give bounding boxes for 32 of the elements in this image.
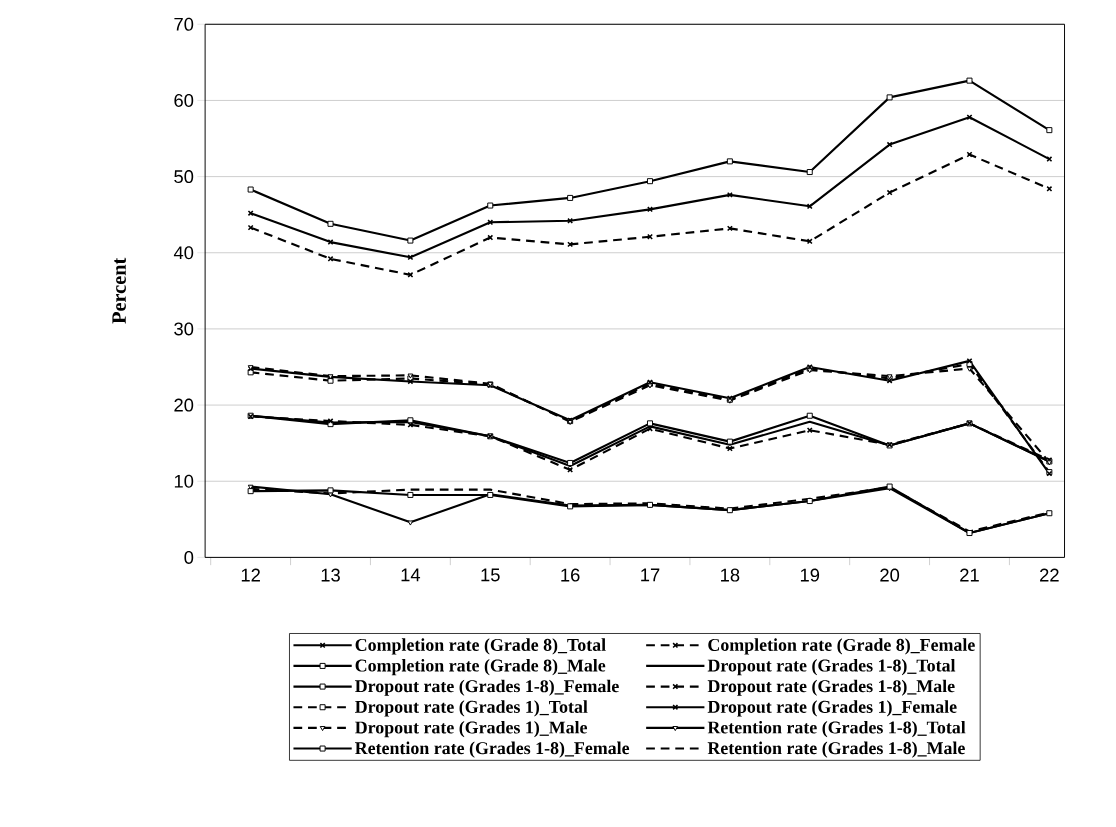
y-tick-label: 50 xyxy=(174,169,194,183)
x-tick-label: 14 xyxy=(401,568,421,582)
legend-label: Dropout rate (Grades 1)_Female xyxy=(707,700,957,717)
x-tick-label: 21 xyxy=(960,568,979,582)
y-tick-label: 40 xyxy=(173,246,194,260)
x-tick-label: 15 xyxy=(481,568,500,582)
x-tick-label: 22 xyxy=(1040,568,1059,582)
y-tick-label: 70 xyxy=(174,17,194,31)
legend-label: Completion rate (Grade 8)_Total xyxy=(355,638,606,655)
x-tick-label: 18 xyxy=(721,568,740,582)
x-tick-label: 19 xyxy=(800,568,820,582)
x-tick-label: 12 xyxy=(241,568,260,582)
x-tick-label: 16 xyxy=(561,568,580,582)
legend-label: Retention rate (Grades 1-8)_Female xyxy=(355,741,630,758)
legend-label: Completion rate (Grade 8)_Female xyxy=(708,638,975,655)
x-tick-label: 20 xyxy=(880,568,900,582)
legend-label: Dropout rate (Grades 1-8)_Female xyxy=(355,679,619,696)
y-axis-title: Percent xyxy=(112,257,126,324)
x-tick-label: 17 xyxy=(641,568,660,582)
legend-label: Retention rate (Grades 1-8)_Male xyxy=(707,741,965,758)
legend-label: Retention rate (Grades 1-8)_Total xyxy=(707,720,966,737)
y-tick-label: 20 xyxy=(174,398,194,412)
legend-label: Completion rate (Grade 8)_Male xyxy=(355,658,606,676)
x-tick-label: 13 xyxy=(321,568,340,582)
y-tick-label: 30 xyxy=(174,322,194,336)
legend-label: Dropout rate (Grades 1)_Total xyxy=(355,700,588,717)
y-tick-label: 0 xyxy=(184,550,194,564)
legend-label: Dropout rate (Grades 1-8)_Total xyxy=(707,658,956,676)
legend-label: Dropout rate (Grades 1-8)_Male xyxy=(707,679,955,696)
y-tick-label: 10 xyxy=(174,474,194,488)
legend-label: Dropout rate (Grades 1)_Male xyxy=(355,720,588,737)
y-tick-label: 60 xyxy=(174,93,194,107)
